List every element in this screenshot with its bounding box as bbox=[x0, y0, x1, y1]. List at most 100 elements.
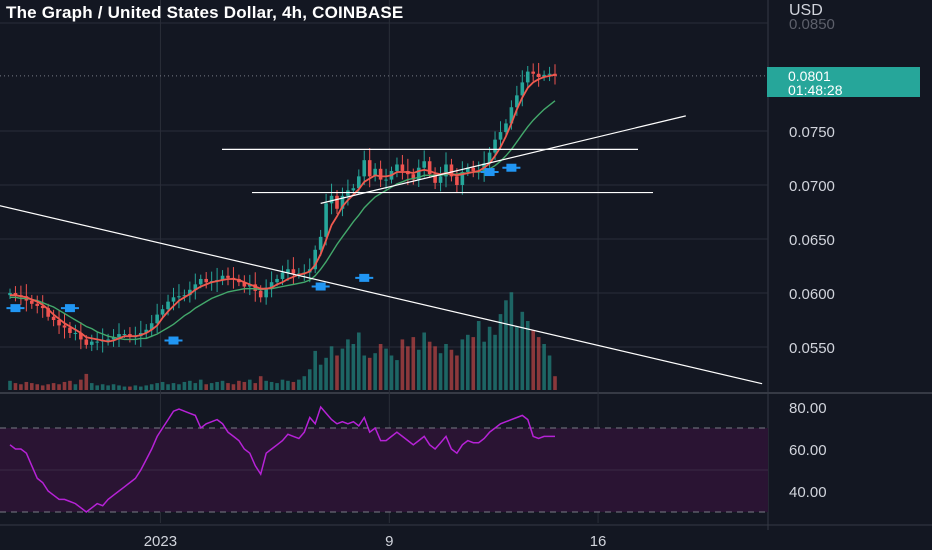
candle-body bbox=[324, 203, 328, 237]
candle-body bbox=[166, 301, 170, 310]
candle-body bbox=[460, 172, 465, 185]
volume-bar bbox=[35, 384, 40, 390]
volume-bar bbox=[258, 376, 263, 390]
volume-bar bbox=[395, 360, 399, 390]
candle-body bbox=[106, 339, 110, 341]
volume-bar bbox=[253, 383, 258, 390]
volume-bar bbox=[24, 381, 29, 390]
candle-body bbox=[444, 164, 448, 177]
candle-body bbox=[111, 337, 116, 340]
volume-bar bbox=[275, 383, 279, 390]
candle-body bbox=[422, 161, 426, 168]
rsi-tick-label: 40.00 bbox=[789, 484, 827, 501]
volume-bar bbox=[471, 337, 476, 390]
volume-bar bbox=[280, 379, 285, 390]
candle-body bbox=[536, 73, 541, 77]
volume-bar bbox=[171, 383, 176, 390]
ma-slow-line bbox=[10, 100, 556, 341]
candle-body bbox=[253, 284, 258, 291]
volume-bar bbox=[111, 384, 116, 390]
volume-bar bbox=[542, 344, 546, 390]
bar-countdown: 01:48:28 bbox=[788, 82, 843, 98]
candle-body bbox=[438, 176, 443, 183]
candle-body bbox=[171, 297, 176, 302]
volume-bar bbox=[84, 373, 89, 390]
volume-bar bbox=[531, 330, 535, 390]
volume-bar bbox=[553, 376, 557, 390]
candle-body bbox=[51, 316, 56, 320]
volume-bar bbox=[95, 385, 99, 390]
candle-body bbox=[466, 167, 470, 173]
volume-bar bbox=[460, 339, 465, 390]
candle-body bbox=[128, 334, 132, 337]
last-price-value: 0.0801 bbox=[788, 68, 831, 84]
volume-bar bbox=[237, 380, 241, 390]
candle-body bbox=[117, 334, 121, 338]
volume-bar bbox=[520, 311, 525, 390]
time-tick-label: 9 bbox=[385, 533, 393, 550]
volume-bar bbox=[242, 381, 247, 390]
volume-bar bbox=[324, 357, 328, 390]
candle-body bbox=[35, 303, 40, 306]
chart-title: The Graph / United States Dollar, 4h, CO… bbox=[6, 3, 404, 22]
volume-bar bbox=[139, 386, 143, 390]
candle-body bbox=[509, 107, 514, 124]
volume-bar bbox=[286, 380, 290, 390]
volume-bar bbox=[329, 346, 334, 390]
volume-bar bbox=[30, 383, 34, 390]
candle-body bbox=[411, 174, 416, 180]
volume-bar bbox=[335, 355, 339, 390]
volume-bar bbox=[378, 344, 383, 390]
volume-bar bbox=[160, 381, 165, 390]
candle-body bbox=[335, 195, 339, 209]
volume-bar bbox=[40, 385, 45, 390]
candle-body bbox=[149, 323, 154, 330]
volume-bar bbox=[493, 334, 497, 390]
volume-bar bbox=[264, 380, 268, 390]
rising-trendline bbox=[320, 115, 686, 204]
currency-label: USD bbox=[789, 2, 823, 19]
volume-bar bbox=[182, 381, 187, 390]
volume-bar bbox=[188, 380, 192, 390]
volume-bar bbox=[144, 385, 149, 390]
candle-body bbox=[471, 167, 476, 171]
candle-body bbox=[84, 339, 89, 345]
candle-body bbox=[275, 278, 279, 283]
volume-bar bbox=[318, 364, 323, 390]
candle-body bbox=[204, 278, 208, 283]
volume-bar bbox=[302, 376, 307, 390]
volume-bar bbox=[362, 355, 367, 390]
volume-bar bbox=[51, 383, 56, 390]
volume-bar bbox=[411, 337, 416, 390]
candle-body bbox=[531, 71, 535, 74]
candle-body bbox=[504, 123, 508, 133]
price-tick-label: 0.0850 bbox=[789, 16, 835, 33]
volume-bar bbox=[340, 348, 345, 390]
candle-body bbox=[242, 282, 247, 287]
volume-bar bbox=[373, 353, 377, 390]
volume-bar bbox=[416, 349, 421, 390]
candle-body bbox=[46, 308, 50, 317]
volume-bar bbox=[193, 383, 198, 390]
candle-body bbox=[542, 74, 546, 77]
volume-bar bbox=[79, 379, 83, 390]
volume-bar bbox=[400, 339, 405, 390]
volume-bar bbox=[476, 321, 481, 390]
candle-body bbox=[487, 152, 492, 164]
volume-bar bbox=[155, 383, 159, 390]
price-tick-label: 0.0550 bbox=[789, 340, 835, 357]
volume-bar bbox=[509, 292, 514, 390]
volume-bar bbox=[269, 381, 274, 390]
volume-bar bbox=[515, 326, 519, 390]
rsi-line bbox=[9, 405, 555, 513]
candle-body bbox=[95, 341, 99, 343]
candle-body bbox=[515, 95, 519, 108]
candle-body bbox=[89, 341, 94, 345]
candle-body bbox=[73, 332, 78, 334]
volume-bar bbox=[106, 385, 110, 390]
volume-bar bbox=[73, 384, 78, 390]
falling-trendline bbox=[0, 205, 763, 385]
volume-bar bbox=[427, 341, 432, 390]
volume-bar bbox=[100, 384, 105, 390]
